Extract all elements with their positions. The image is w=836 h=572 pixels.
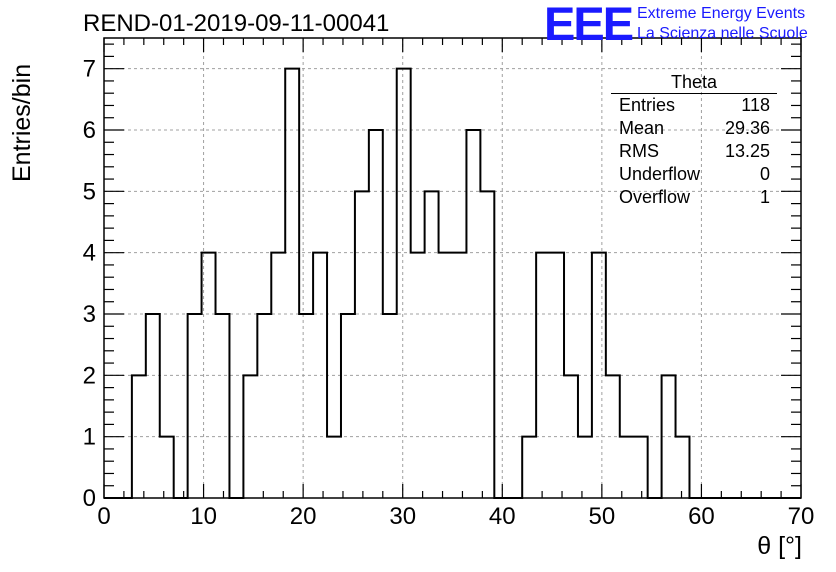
chart-title: REND-01-2019-09-11-00041 [83,10,390,37]
histogram-bin [620,437,634,498]
y-axis-label-container: Entries/bin [6,64,36,192]
histogram-bin [564,375,578,498]
x-tick-label: 70 [788,503,815,530]
histogram-bin [550,253,564,498]
y-tick-label: 6 [83,117,96,144]
brand-line-2: La Scienza nelle Scuole [637,25,808,42]
histogram-bin [160,437,174,498]
plot-frame [103,37,802,499]
x-tick-label: 40 [489,503,516,530]
histogram-bin [271,253,285,498]
histogram-bin [369,130,383,498]
brand-line-1: Extreme Energy Events [637,5,806,22]
stats-value: 29.36 [724,118,770,138]
stats-label: Entries [619,95,676,115]
x-tick-label: 10 [190,503,217,530]
histogram-bin [662,375,676,498]
histogram-bin [676,437,690,498]
stats-box: Theta Entries 118 Mean 29.36 RMS 13.25 U… [611,72,777,209]
x-tick-label: 60 [688,503,715,530]
x-tick-label: 30 [389,503,416,530]
stats-row-mean: Mean 29.36 [611,117,777,140]
histogram-bin [285,69,299,498]
histogram-bin [425,191,439,498]
histogram-bin [313,253,327,498]
stats-label: Mean [619,118,665,138]
histogram-bin [522,437,536,498]
y-axis-label: Entries/bin [8,63,36,182]
histogram-bin [216,314,230,498]
histogram-bars [104,67,801,499]
stats-value: 13.25 [724,141,770,161]
histogram-bin [243,375,257,498]
histogram-bin [188,314,202,498]
y-tick-label: 2 [83,362,96,389]
stats-label: Overflow [619,187,691,207]
y-tick-label: 5 [83,178,96,205]
stats-value: 1 [759,187,770,207]
stats-label: RMS [619,141,659,161]
histogram-bin [606,375,620,498]
histogram-bin [299,314,313,498]
stats-value: 0 [759,164,770,184]
x-tick-label: 20 [290,503,317,530]
x-tick-label: 0 [97,503,110,530]
y-tick-label: 3 [83,301,96,328]
histogram-bin [466,130,480,498]
histogram-bin [411,253,425,498]
histogram-bin [592,253,606,498]
y-tick-label: 0 [83,485,96,512]
y-tick-label: 4 [83,240,96,267]
histogram-bin [536,253,550,498]
histogram-bin [383,314,397,498]
axis-ticks [103,38,802,499]
histogram-bin [327,437,341,498]
histogram-bin [341,314,355,498]
stats-title: Theta [611,72,777,94]
histogram-outline [104,67,801,499]
stats-row-underflow: Underflow 0 [611,163,777,186]
y-tick-label: 1 [83,424,96,451]
eee-logo: EEE [544,0,634,50]
histogram-bin [202,253,216,498]
stats-row-rms: RMS 13.25 [611,140,777,163]
histogram-bin [480,191,494,498]
histogram-bin [439,253,453,498]
histogram-bin [453,253,467,498]
stats-label: Underflow [619,164,701,184]
x-axis-label: θ [°] [757,532,802,560]
histogram-bin [257,314,271,498]
y-tick-label: 7 [83,56,96,83]
stats-row-overflow: Overflow 1 [611,186,777,209]
histogram-bin [578,437,592,498]
histogram-bin [634,437,648,498]
x-tick-label: 50 [589,503,616,530]
stats-value: 118 [741,95,770,115]
histogram-bin [146,314,160,498]
histogram-bin [132,375,146,498]
histogram-bin [397,69,411,498]
histogram-bin [355,191,369,498]
stats-row-entries: Entries 118 [611,94,777,117]
